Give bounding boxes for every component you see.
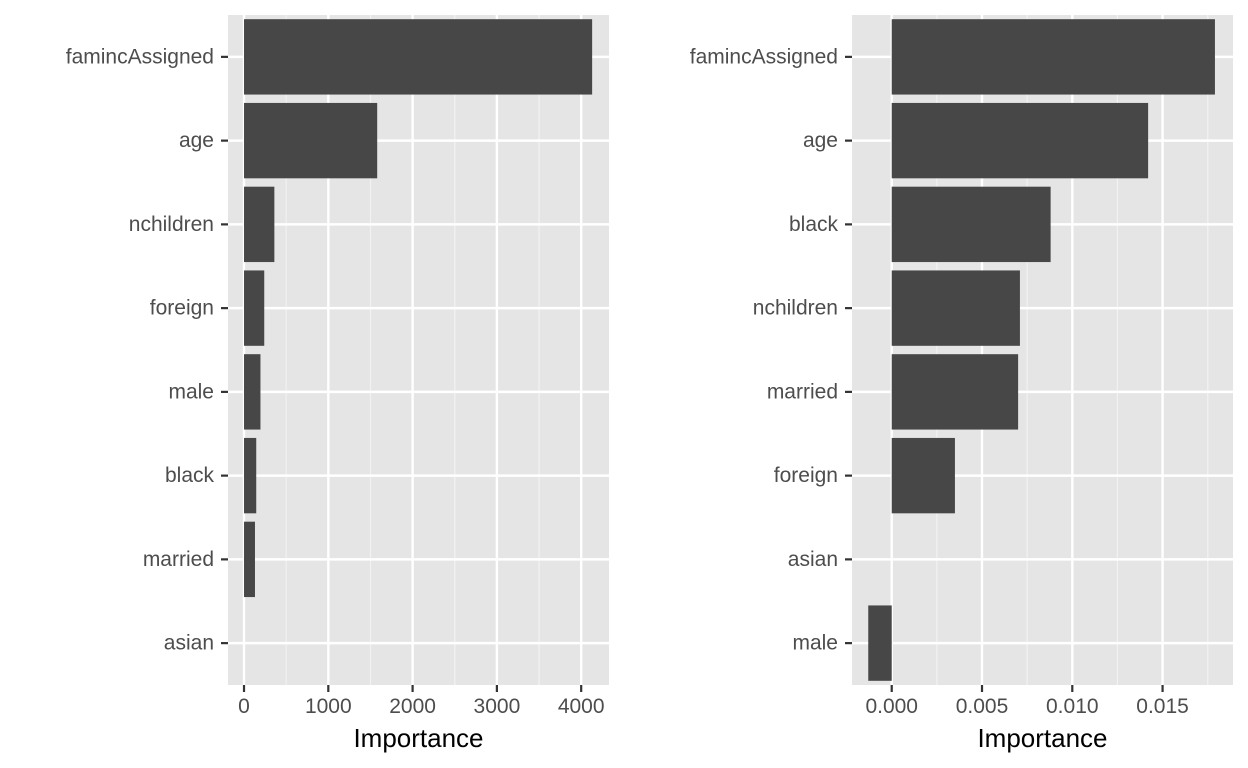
category-label: married (767, 380, 838, 403)
category-label: male (168, 380, 214, 403)
category-label: famincAssigned (66, 45, 214, 68)
bar-age (891, 102, 1149, 179)
bar-black (891, 186, 1051, 263)
category-label: asian (788, 548, 838, 571)
bar-age (244, 102, 378, 179)
bar-famincassigned (891, 19, 1215, 95)
bar-married (244, 521, 255, 598)
bar-male (868, 605, 892, 681)
bar-foreign (891, 437, 955, 514)
x-tick-label: 0 (238, 695, 250, 718)
x-tick-label: 2000 (389, 695, 436, 718)
category-label: married (143, 548, 214, 571)
bar-nchildren (891, 270, 1020, 346)
x-axis-title: Importance (977, 723, 1107, 753)
x-tick-label: 0.000 (865, 695, 918, 718)
bar-foreign (244, 270, 265, 346)
x-tick-label: 4000 (558, 695, 605, 718)
category-label: foreign (774, 464, 838, 487)
bar-nchildren (244, 186, 275, 263)
importance-chart-right: famincAssigned age black nchildren married fo… (690, 15, 1233, 753)
category-label: nchildren (129, 213, 214, 236)
category-label: black (789, 213, 839, 236)
bar-famincassigned (244, 19, 593, 95)
x-tick-label: 1000 (305, 695, 352, 718)
category-label: age (803, 129, 838, 152)
bar-married (891, 354, 1019, 430)
bar-black (244, 437, 257, 514)
x-tick-label: 3000 (474, 695, 521, 718)
x-tick-label: 0.005 (956, 695, 1009, 718)
x-axis-title: Importance (353, 723, 483, 753)
category-label: male (792, 632, 838, 655)
category-label: black (165, 464, 215, 487)
category-label: asian (164, 632, 214, 655)
category-label: age (179, 129, 214, 152)
category-label: foreign (150, 297, 214, 320)
category-label: nchildren (753, 297, 838, 320)
x-tick-label: 0.010 (1046, 695, 1099, 718)
category-label: famincAssigned (690, 45, 838, 68)
x-tick-label: 0.015 (1136, 695, 1189, 718)
importance-chart-left: famincAssigned age nchildren foreign male bla… (66, 15, 609, 753)
bar-male (244, 354, 261, 430)
